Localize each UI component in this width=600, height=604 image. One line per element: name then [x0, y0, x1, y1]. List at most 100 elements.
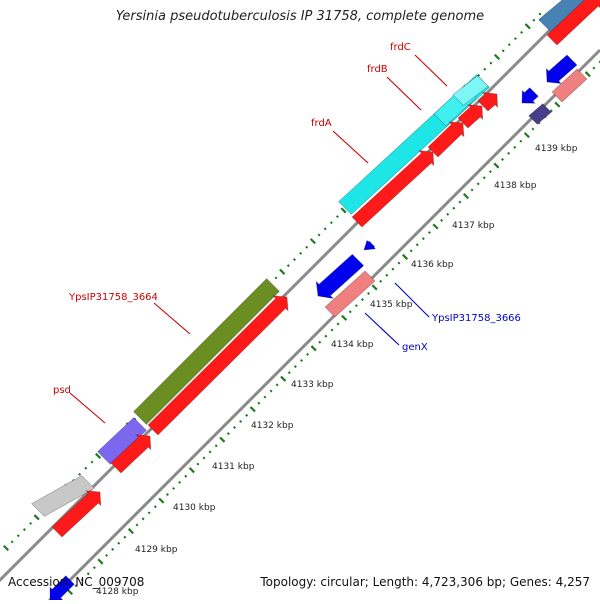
inner-scale-tick — [147, 511, 151, 515]
gene-label-genX: genX — [402, 342, 428, 353]
inner-scale-tick — [476, 182, 480, 186]
inner-scale-tick — [269, 389, 273, 393]
outer-scale-tick — [524, 23, 531, 30]
inner-scale-tick — [482, 176, 486, 180]
inner-scale-tick — [196, 462, 200, 466]
outer-scale-tick — [483, 67, 487, 71]
gene-upper-minus-block — [545, 54, 578, 84]
inner-scale-tick — [360, 298, 364, 302]
inner-scale-tick — [592, 66, 596, 70]
inner-scale-tick — [348, 310, 352, 314]
inner-scale-tick — [554, 101, 561, 108]
inner-scale-tick — [330, 328, 334, 332]
outer-scale-tick — [10, 540, 14, 544]
cds-frdC-arrow — [457, 104, 484, 129]
cds-grey-arrow — [51, 490, 102, 538]
inner-scale-tick — [158, 497, 165, 504]
inner-scale-tick — [415, 243, 419, 247]
inner-scale-tick — [519, 139, 523, 143]
outer-scale-tick — [305, 245, 309, 249]
gene-slate-block — [528, 103, 552, 125]
inner-scale-tick — [123, 535, 127, 539]
inner-scale-tick — [97, 558, 104, 565]
gene-leader-genX — [364, 312, 400, 346]
gene-leader-frdB — [386, 76, 422, 111]
inner-scale-tick — [263, 395, 267, 399]
inner-scale-tick — [462, 192, 470, 200]
gene-psd-block — [97, 417, 147, 465]
inner-scale-tick — [135, 523, 139, 527]
inner-scale-tick — [458, 200, 462, 204]
gene-label-YpsIP31758_3666: YpsIP31758_3666 — [431, 313, 521, 324]
outer-scale-tick — [335, 215, 339, 219]
inner-scale-tick — [300, 359, 303, 362]
outer-scale-tick — [2, 544, 10, 552]
cds-YpsIP31758_3664-arrow — [147, 295, 289, 436]
inner-scale-tick — [111, 547, 115, 551]
inner-scale-tick — [249, 406, 256, 413]
inner-scale-tick — [549, 109, 553, 113]
outer-scale-tick — [493, 53, 501, 61]
inner-scale-tick — [239, 419, 243, 423]
gene-grey-block — [30, 475, 96, 517]
outer-scale-tick — [274, 276, 278, 280]
gene-label-frdC: frdC — [390, 42, 411, 53]
outer-scale-tick — [22, 528, 26, 532]
inner-scale-tick — [397, 261, 401, 265]
inner-scale-tick — [219, 436, 226, 443]
scale-label-4129: 4129 kbp — [135, 545, 178, 555]
inner-scale-tick — [293, 365, 297, 369]
cds-small-arrow — [477, 91, 499, 112]
inner-scale-tick — [226, 432, 230, 436]
cds-top-arrow — [546, 0, 600, 46]
outer-scale-tick — [538, 12, 542, 16]
gene-label-psd: psd — [53, 385, 71, 396]
gene-leader-frdC — [414, 54, 448, 87]
inner-scale-tick — [513, 145, 517, 149]
outer-scale-tick — [501, 49, 505, 53]
cds-frdA-arrow — [351, 150, 435, 228]
inner-scale-tick — [379, 279, 383, 283]
outer-scale-tick — [279, 268, 286, 275]
gene-label-frdB: frdB — [367, 64, 388, 75]
outer-scale-tick — [16, 534, 20, 538]
inner-scale-tick — [427, 231, 431, 235]
inner-scale-tick — [367, 292, 370, 295]
cds-frdB-arrow — [427, 121, 465, 158]
inner-scale-tick — [507, 151, 511, 155]
inner-scale-tick — [105, 553, 109, 557]
inner-scale-tick — [306, 352, 310, 356]
inner-scale-tick — [432, 223, 439, 230]
gene-leader-frdA — [332, 130, 369, 164]
inner-scale-tick — [74, 584, 78, 588]
inner-scale-tick — [141, 517, 145, 521]
outer-scale-tick — [299, 251, 303, 255]
inner-scale-tick — [385, 273, 389, 277]
outer-scale-tick — [477, 73, 481, 77]
scale-label-4138: 4138 kbp — [494, 181, 537, 191]
gene-leader-YpsIP31758_3666 — [394, 282, 430, 318]
outer-scale-tick — [323, 227, 327, 231]
inner-scale-tick — [391, 267, 395, 271]
scale-label-4128: 4128 kbp — [96, 587, 139, 597]
outer-scale-tick — [532, 18, 536, 22]
gene-small-minus-block — [521, 87, 539, 104]
scale-label-4131: 4131 kbp — [212, 462, 255, 472]
gene-frdC-block — [452, 75, 489, 106]
gene-leader-psd — [69, 392, 106, 424]
inner-scale-tick — [208, 450, 212, 454]
inner-scale-tick — [341, 314, 348, 321]
inner-scale-tick — [86, 572, 90, 576]
gene-genX-block — [324, 270, 376, 318]
gene-label-YpsIP31758_3664: YpsIP31758_3664 — [68, 292, 158, 303]
inner-scale-tick — [202, 456, 206, 460]
cds-psd-arrow — [110, 434, 152, 474]
inner-scale-tick — [440, 218, 444, 222]
genome-backbone-2 — [43, 48, 600, 604]
inner-scale-tick — [184, 474, 188, 478]
inner-scale-tick — [165, 493, 169, 497]
gene-upper-pink-block — [551, 68, 588, 103]
inner-scale-tick — [117, 541, 121, 545]
